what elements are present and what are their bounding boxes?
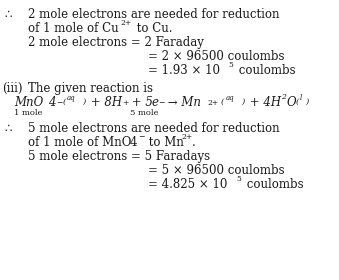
Text: 5 mole electrons = 5 Faradays: 5 mole electrons = 5 Faradays <box>28 150 210 163</box>
Text: l: l <box>300 94 302 102</box>
Text: (: ( <box>221 98 224 106</box>
Text: (: ( <box>63 98 66 106</box>
Text: = 4.825 × 10: = 4.825 × 10 <box>148 178 227 191</box>
Text: 5 mole: 5 mole <box>130 109 159 117</box>
Text: O: O <box>287 96 297 109</box>
Text: 5 mole electrons are needed for reduction: 5 mole electrons are needed for reductio… <box>28 122 280 135</box>
Text: to Cu.: to Cu. <box>133 22 173 35</box>
Text: 5: 5 <box>228 61 233 69</box>
Text: .: . <box>192 136 196 149</box>
Text: 2+: 2+ <box>120 19 131 27</box>
Text: + 5: + 5 <box>128 96 153 109</box>
Text: = 5 × 96500 coulombs: = 5 × 96500 coulombs <box>148 164 285 177</box>
Text: + 8H: + 8H <box>87 96 122 109</box>
Text: The given reaction is: The given reaction is <box>28 82 153 95</box>
Text: +: + <box>122 99 128 107</box>
Text: (iii): (iii) <box>2 82 22 95</box>
Text: 2: 2 <box>281 93 286 101</box>
Text: MnO: MnO <box>14 96 43 109</box>
Text: 2 mole electrons are needed for reduction: 2 mole electrons are needed for reductio… <box>28 8 279 21</box>
Text: = 1.93 × 10: = 1.93 × 10 <box>148 64 220 77</box>
Text: = 2 × 96500 coulombs: = 2 × 96500 coulombs <box>148 50 284 63</box>
Text: 1 mole: 1 mole <box>14 109 42 117</box>
Text: 4: 4 <box>48 96 56 109</box>
Text: aq: aq <box>226 94 235 102</box>
Text: e: e <box>152 96 159 109</box>
Text: −: − <box>158 99 164 107</box>
Text: + 4H: + 4H <box>246 96 281 109</box>
Text: of 1 mole of Cu: of 1 mole of Cu <box>28 22 119 35</box>
Text: −: − <box>138 133 144 141</box>
Text: ): ) <box>241 98 244 106</box>
Text: coulombs: coulombs <box>243 178 304 191</box>
Text: −: − <box>56 99 62 107</box>
Text: ∴: ∴ <box>4 8 12 21</box>
Text: ): ) <box>82 98 85 106</box>
Text: 4: 4 <box>130 136 138 149</box>
Text: of 1 mole of MnO: of 1 mole of MnO <box>28 136 132 149</box>
Text: ): ) <box>305 98 308 106</box>
Text: 2+: 2+ <box>181 133 192 141</box>
Text: aq: aq <box>67 94 76 102</box>
Text: (: ( <box>296 98 299 106</box>
Text: 2 mole electrons = 2 Faraday: 2 mole electrons = 2 Faraday <box>28 36 204 49</box>
Text: 5: 5 <box>236 175 241 183</box>
Text: ∴: ∴ <box>4 122 12 135</box>
Text: → Mn: → Mn <box>164 96 201 109</box>
Text: 2+: 2+ <box>207 99 218 107</box>
Text: to Mn: to Mn <box>145 136 184 149</box>
Text: coulombs: coulombs <box>235 64 296 77</box>
